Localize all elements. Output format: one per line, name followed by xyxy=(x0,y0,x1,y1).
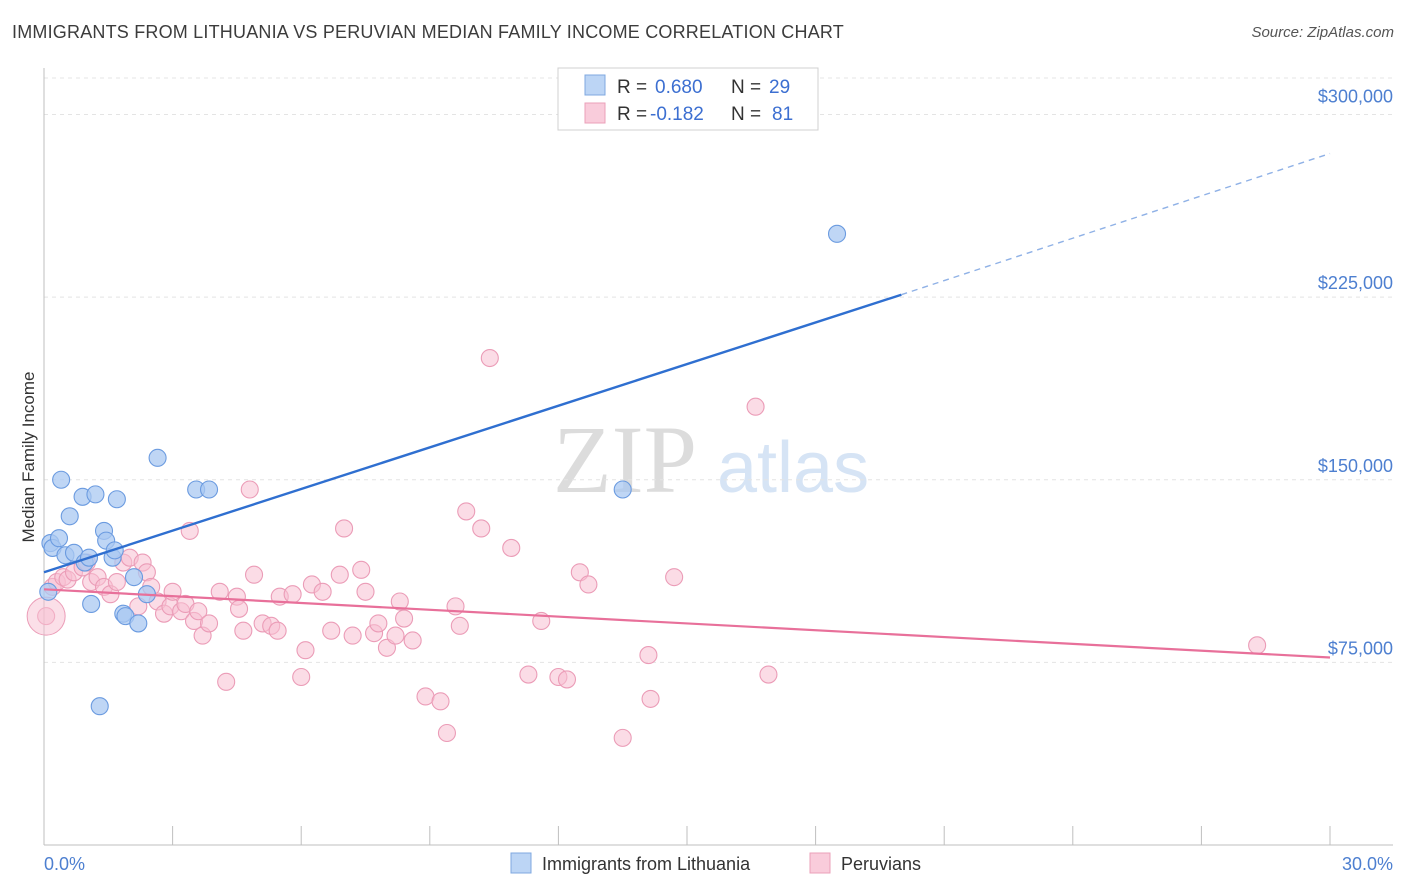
bottom-legend-swatch-lithuania xyxy=(510,852,532,874)
bottom-legend-label-lithuania: Immigrants from Lithuania xyxy=(542,854,751,874)
peruvians-point xyxy=(292,667,311,687)
legend-swatch-peruvians xyxy=(584,102,606,124)
peruvians-point xyxy=(189,602,208,621)
lithuania-point xyxy=(82,594,101,613)
y-tick-label: $150,000 xyxy=(1318,456,1393,476)
peruvians-point xyxy=(335,519,354,538)
lithuania-point xyxy=(107,490,126,509)
lithuania-point xyxy=(52,470,71,489)
lithuania-point xyxy=(86,485,105,504)
y-axis-title: Median Family Income xyxy=(19,371,38,542)
peruvians-point xyxy=(268,621,287,640)
peruvians-point xyxy=(480,348,499,368)
lithuania-point xyxy=(124,568,144,587)
peruvians-point xyxy=(313,582,332,601)
peruvians-point xyxy=(759,665,778,684)
legend-n-value-2: 81 xyxy=(772,104,793,125)
peruvians-point xyxy=(330,565,349,584)
peruvians-point xyxy=(352,560,371,579)
peruvians-point xyxy=(296,641,315,660)
legend-n-label-2: N = xyxy=(731,104,761,125)
peruvians-point xyxy=(457,502,476,521)
peruvians-point xyxy=(240,480,259,499)
y-tick-label: $225,000 xyxy=(1318,273,1393,293)
peruvians-point xyxy=(163,582,182,601)
peruvians-point xyxy=(199,614,219,633)
peruvians-point xyxy=(431,692,450,711)
peruvians-point xyxy=(746,397,765,416)
peruvians-point xyxy=(472,519,491,538)
peruvians-point xyxy=(579,575,598,594)
lithuania-point xyxy=(49,529,69,548)
peruvians-point xyxy=(386,626,405,645)
peruvians-point-large xyxy=(26,596,66,636)
lithuania-trend-extension xyxy=(901,152,1331,296)
axes xyxy=(43,68,1393,846)
peruvians-point xyxy=(107,572,126,592)
lithuania-point xyxy=(60,507,79,526)
legend-n-label-1: N = xyxy=(731,77,761,98)
peruvians-point xyxy=(437,723,456,743)
peruvians-point xyxy=(234,621,253,640)
peruvians-point xyxy=(557,670,577,689)
lithuania-point xyxy=(827,224,847,243)
y-tick-label: $300,000 xyxy=(1318,87,1393,107)
legend-r-value-2: -0.182 xyxy=(650,104,704,125)
peruvians-point xyxy=(369,614,388,633)
bottom-legend: Immigrants from Lithuania Peruvians xyxy=(510,852,921,874)
lithuania-point xyxy=(148,448,167,467)
peruvians-point xyxy=(665,568,684,587)
peruvians-point xyxy=(283,585,302,604)
lithuania-points xyxy=(39,224,847,716)
legend-n-value-1: 29 xyxy=(769,77,790,98)
peruvians-point xyxy=(416,687,435,706)
x-tick-label-min: 0.0% xyxy=(44,854,85,874)
y-tick-labels: $75,000 $150,000 $225,000 $300,000 xyxy=(1318,87,1393,659)
peruvians-point xyxy=(450,616,469,635)
legend-swatch-lithuania xyxy=(584,74,606,96)
bottom-legend-label-peruvians: Peruvians xyxy=(841,854,921,874)
peruvians-point xyxy=(613,728,632,747)
y-tick-label: $75,000 xyxy=(1328,638,1393,658)
peruvians-point xyxy=(343,626,362,645)
peruvians-point xyxy=(217,672,236,691)
peruvians-point xyxy=(1248,636,1267,655)
source-label: Source: ZipAtlas.com xyxy=(1251,24,1394,41)
peruvians-point xyxy=(639,646,658,665)
peruvians-point xyxy=(519,665,538,684)
lithuania-point xyxy=(39,582,58,601)
peruvians-point xyxy=(244,565,264,584)
peruvians-points xyxy=(26,348,1267,747)
peruvians-point xyxy=(210,582,229,601)
chart-title: IMMIGRANTS FROM LITHUANIA VS PERUVIAN ME… xyxy=(12,22,844,42)
x-tick-label-max: 30.0% xyxy=(1342,854,1393,874)
peruvians-trend-line xyxy=(43,588,1331,659)
lithuania-point xyxy=(199,480,219,499)
watermark-atlas: atlas xyxy=(717,428,869,508)
peruvians-point xyxy=(395,609,414,628)
lithuania-trend-line xyxy=(43,293,902,574)
lithuania-point xyxy=(90,697,109,716)
legend-r-value-1: 0.680 xyxy=(655,77,703,98)
peruvians-point xyxy=(322,621,341,640)
bottom-legend-swatch-peruvians xyxy=(809,852,831,874)
peruvians-point xyxy=(229,599,249,618)
lithuania-point xyxy=(129,614,148,633)
legend: R = 0.680 N = 29 R = -0.182 N = 81 xyxy=(557,67,819,131)
lithuania-point xyxy=(613,480,632,499)
legend-r-label-1: R = xyxy=(617,77,647,98)
peruvians-point xyxy=(403,631,422,650)
peruvians-point xyxy=(390,592,409,611)
peruvians-point xyxy=(502,538,521,557)
peruvians-point xyxy=(356,582,375,601)
peruvians-point xyxy=(641,689,660,708)
trend-lines xyxy=(43,152,1331,659)
legend-r-label-2: R = xyxy=(617,104,647,125)
